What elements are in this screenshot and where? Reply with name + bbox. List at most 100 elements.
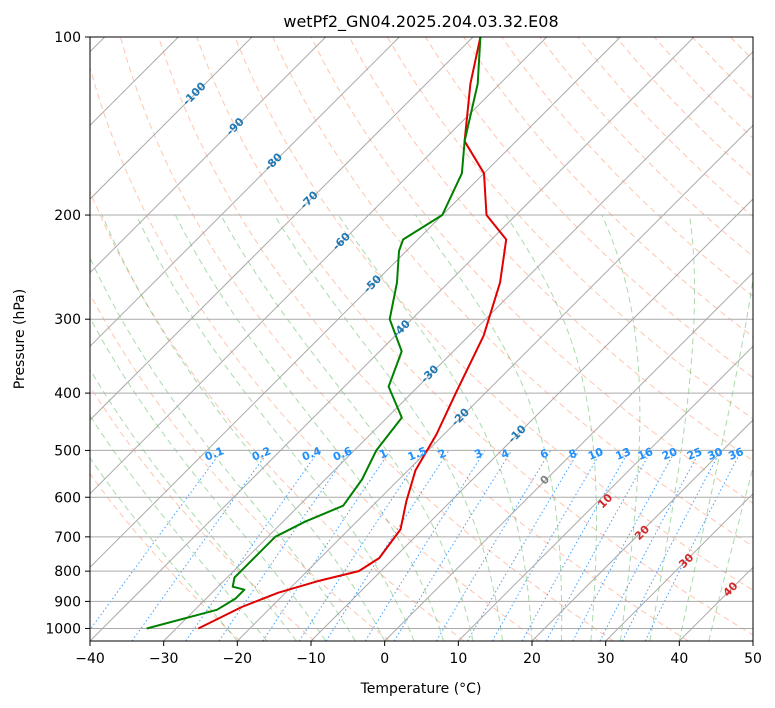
y-tick-label: 200	[54, 208, 81, 224]
y-tick-label: 300	[54, 312, 81, 328]
moist-adiabat-line	[90, 316, 327, 641]
isotherm-label: -60	[330, 230, 353, 253]
mixing-ratio-label: 1	[377, 447, 389, 462]
mixing-ratio-line	[90, 450, 223, 631]
isotherm-line	[163, 50, 753, 641]
dry-adiabat-line	[158, 37, 689, 641]
mixing-ratio-label: 20	[660, 445, 679, 463]
isotherm-label: 0	[538, 473, 553, 488]
mixing-ratio-label: 2	[436, 447, 448, 462]
mixing-ratio-line	[644, 450, 742, 641]
mixing-ratio-line	[545, 450, 652, 641]
moist-adiabat-line	[90, 256, 356, 641]
moist-adiabat-line	[174, 214, 445, 641]
dry-adiabat-line	[463, 37, 753, 338]
dry-adiabat-line	[90, 65, 540, 641]
mixing-ratio-label: 10	[586, 445, 605, 463]
isotherm-line	[90, 37, 253, 200]
mixing-ratio-label: 6	[538, 446, 550, 461]
mixing-ratio-line	[599, 450, 701, 641]
dry-adiabat-line	[424, 37, 753, 379]
y-tick-label: 800	[54, 564, 81, 580]
isotherm-line	[310, 198, 753, 641]
y-tick-label: 700	[54, 530, 81, 546]
dry-adiabat-line	[272, 37, 753, 547]
mixing-ratio-label: 3	[472, 447, 484, 462]
y-tick-label: 900	[54, 594, 81, 610]
temperature-profile	[197, 37, 508, 630]
mixing-ratio-line	[364, 450, 486, 641]
chart-title: wetPf2_GN04.2025.204.03.32.E08	[283, 12, 558, 32]
y-tick-label: 1000	[45, 621, 81, 637]
mixing-ratio-label: 16	[636, 445, 655, 463]
isotherm-label: -40	[390, 317, 413, 340]
axis-ticks: −40 −30 −20 −10 0 10 20 30 40 5010020030040050060…	[45, 30, 762, 667]
mixing-ratio-label: 0.4	[300, 444, 323, 463]
x-axis-label: Temperature (°C)	[360, 681, 482, 697]
x-tick-label: −30	[149, 651, 179, 667]
moist-adiabat-line	[708, 465, 753, 641]
isotherm-line	[90, 37, 548, 495]
dry-adiabat-line	[501, 37, 753, 298]
moist-adiabat-line	[601, 214, 641, 641]
x-tick-label: −40	[75, 651, 105, 667]
isotherm-line	[90, 37, 400, 348]
mixing-ratio-label: 13	[614, 445, 633, 463]
x-tick-label: 50	[744, 651, 762, 667]
mixing-ratio-line	[262, 450, 391, 641]
x-tick-label: 30	[597, 651, 615, 667]
y-tick-label: 400	[54, 386, 81, 402]
mixing-ratio-line	[185, 450, 320, 641]
dry-adiabat-line	[234, 37, 753, 591]
mixing-ratio-label: 30	[706, 445, 725, 463]
moist-adiabat-label: 10	[595, 491, 615, 511]
moist-adiabat-line	[101, 214, 386, 641]
mixing-ratio-line	[572, 450, 676, 641]
moist-adiabat-label: 20	[632, 523, 652, 543]
moist-adiabat-line	[649, 214, 695, 641]
x-tick-label: 10	[449, 651, 467, 667]
dewpoint-profile	[146, 37, 482, 630]
dry-adiabat-line	[310, 37, 753, 504]
mixing-ratio-label: 0.1	[203, 444, 226, 463]
moist-adiabat-line	[135, 214, 415, 641]
x-tick-label: 20	[523, 651, 541, 667]
isotherm-line	[90, 37, 621, 569]
moist-adiabat-line	[414, 214, 563, 641]
isotherm-line	[236, 124, 753, 641]
dry-adiabat-line	[90, 472, 241, 641]
isotherm-line	[90, 37, 327, 274]
isotherm-line	[457, 345, 753, 641]
moist-adiabat-line	[90, 414, 268, 641]
x-tick-label: 0	[380, 651, 389, 667]
isotherm-line	[384, 271, 753, 641]
isotherm-label: -80	[262, 150, 285, 173]
dry-adiabat-line	[653, 37, 753, 139]
moist-adiabat-line	[273, 214, 503, 641]
dry-adiabat-line	[90, 190, 465, 641]
mixing-ratio-line	[218, 450, 351, 641]
y-tick-label: 600	[54, 490, 81, 506]
isotherm-line	[678, 566, 753, 641]
dry-adiabat-line	[386, 37, 753, 420]
moist-adiabat-line	[678, 276, 753, 641]
mixing-ratio-label: 0.2	[250, 444, 273, 463]
mixing-ratio-label: 8	[567, 447, 579, 462]
y-tick-label: 500	[54, 443, 81, 459]
isotherm-line	[90, 37, 474, 421]
plot-frame	[89, 36, 754, 642]
mixing-ratio-line	[435, 450, 552, 641]
isotherm-label: -30	[418, 362, 441, 385]
mixing-ratio-line	[621, 450, 722, 641]
grid-layer	[90, 37, 753, 641]
isotherm-line	[531, 419, 753, 641]
dry-adiabat-line	[90, 385, 316, 641]
mixing-ratio-line	[467, 450, 580, 641]
dry-adiabat-line	[119, 37, 614, 641]
isotherm-line	[752, 640, 753, 641]
x-tick-label: −10	[296, 651, 326, 667]
mixing-ratio-label: 36	[726, 445, 745, 463]
mixing-ratio-label: 4	[499, 446, 511, 461]
moist-adiabat-line	[337, 214, 533, 641]
